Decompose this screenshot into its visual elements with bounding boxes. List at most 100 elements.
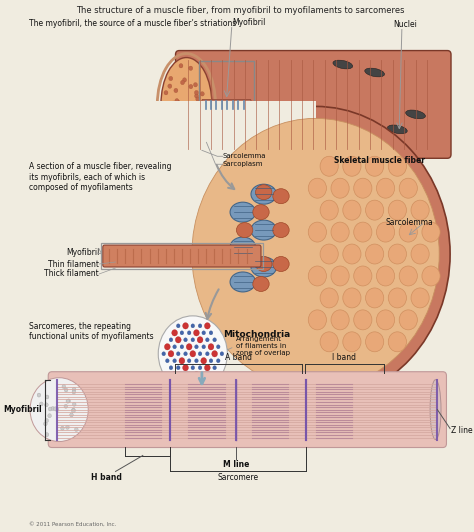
Text: M line: M line bbox=[223, 461, 250, 470]
Text: Skeletal muscle fiber: Skeletal muscle fiber bbox=[334, 156, 425, 165]
Circle shape bbox=[213, 338, 217, 342]
Circle shape bbox=[217, 359, 220, 363]
Text: Sarcolemma: Sarcolemma bbox=[386, 218, 434, 227]
Circle shape bbox=[189, 66, 193, 70]
Bar bbox=[101, 243, 263, 269]
Text: Thick filament: Thick filament bbox=[45, 270, 99, 278]
Circle shape bbox=[185, 109, 190, 113]
Circle shape bbox=[180, 122, 183, 126]
Circle shape bbox=[39, 402, 43, 406]
Circle shape bbox=[182, 120, 185, 124]
Circle shape bbox=[45, 433, 49, 437]
Circle shape bbox=[343, 244, 361, 264]
Ellipse shape bbox=[251, 184, 276, 204]
Circle shape bbox=[169, 338, 173, 342]
Circle shape bbox=[320, 200, 338, 220]
Circle shape bbox=[202, 331, 206, 335]
Circle shape bbox=[422, 222, 440, 242]
Ellipse shape bbox=[192, 119, 439, 389]
Circle shape bbox=[176, 352, 180, 356]
Circle shape bbox=[67, 399, 71, 403]
Circle shape bbox=[343, 332, 361, 352]
Circle shape bbox=[164, 90, 168, 95]
Circle shape bbox=[331, 310, 349, 330]
Circle shape bbox=[198, 365, 202, 370]
Circle shape bbox=[320, 332, 338, 352]
Circle shape bbox=[176, 137, 180, 141]
Circle shape bbox=[308, 222, 327, 242]
Ellipse shape bbox=[333, 60, 353, 69]
Circle shape bbox=[209, 359, 213, 363]
Circle shape bbox=[169, 132, 173, 136]
Circle shape bbox=[48, 407, 52, 411]
Circle shape bbox=[193, 371, 200, 378]
Text: Mitochondria: Mitochondria bbox=[223, 330, 290, 339]
Circle shape bbox=[376, 266, 395, 286]
Circle shape bbox=[176, 102, 180, 106]
Circle shape bbox=[204, 364, 210, 371]
Text: Arrangement
of filaments in
zone of overlap: Arrangement of filaments in zone of over… bbox=[236, 336, 290, 356]
Circle shape bbox=[388, 288, 407, 308]
Ellipse shape bbox=[351, 133, 371, 142]
Circle shape bbox=[199, 127, 203, 131]
Circle shape bbox=[175, 114, 179, 118]
Circle shape bbox=[399, 178, 418, 198]
Text: H band: H band bbox=[91, 473, 122, 483]
Circle shape bbox=[30, 378, 88, 442]
Circle shape bbox=[62, 385, 65, 388]
Circle shape bbox=[182, 322, 189, 329]
Circle shape bbox=[179, 63, 183, 68]
Circle shape bbox=[388, 332, 407, 352]
Circle shape bbox=[182, 78, 186, 82]
Circle shape bbox=[168, 103, 172, 107]
Circle shape bbox=[169, 76, 173, 81]
Circle shape bbox=[308, 178, 327, 198]
Circle shape bbox=[172, 330, 178, 336]
Circle shape bbox=[422, 266, 440, 286]
Text: Sarcomere: Sarcomere bbox=[218, 473, 259, 483]
Circle shape bbox=[72, 408, 75, 412]
Text: Myofibril: Myofibril bbox=[66, 247, 99, 256]
Circle shape bbox=[187, 331, 191, 335]
Circle shape bbox=[399, 222, 418, 242]
Ellipse shape bbox=[181, 106, 450, 402]
Circle shape bbox=[180, 373, 184, 377]
Circle shape bbox=[343, 288, 361, 308]
Circle shape bbox=[308, 310, 327, 330]
Circle shape bbox=[354, 178, 372, 198]
Ellipse shape bbox=[273, 189, 289, 204]
Ellipse shape bbox=[273, 256, 289, 271]
Circle shape bbox=[197, 378, 203, 385]
Text: Myofibril: Myofibril bbox=[3, 405, 42, 414]
Circle shape bbox=[173, 138, 177, 143]
Ellipse shape bbox=[237, 222, 253, 238]
Circle shape bbox=[365, 156, 384, 176]
Circle shape bbox=[176, 101, 180, 105]
Circle shape bbox=[48, 414, 51, 418]
Ellipse shape bbox=[253, 277, 269, 292]
Circle shape bbox=[191, 380, 195, 384]
Circle shape bbox=[399, 310, 418, 330]
Circle shape bbox=[164, 344, 170, 350]
Circle shape bbox=[175, 378, 181, 385]
Circle shape bbox=[169, 365, 173, 370]
Circle shape bbox=[66, 426, 69, 429]
Circle shape bbox=[181, 80, 184, 85]
Ellipse shape bbox=[255, 185, 272, 200]
Text: Sarcolemma: Sarcolemma bbox=[223, 153, 266, 159]
Circle shape bbox=[320, 156, 338, 176]
Circle shape bbox=[182, 364, 189, 371]
Ellipse shape bbox=[388, 125, 407, 134]
Text: I band: I band bbox=[332, 353, 356, 362]
Circle shape bbox=[45, 403, 48, 407]
Text: A section of a muscle fiber, revealing
its myofibrils, each of which is
composed: A section of a muscle fiber, revealing i… bbox=[29, 162, 172, 192]
Circle shape bbox=[388, 200, 407, 220]
Circle shape bbox=[165, 359, 169, 363]
Circle shape bbox=[206, 380, 209, 384]
Circle shape bbox=[168, 351, 174, 357]
Circle shape bbox=[191, 365, 195, 370]
Bar bbox=[199, 61, 254, 144]
Circle shape bbox=[331, 178, 349, 198]
Circle shape bbox=[179, 358, 185, 364]
Circle shape bbox=[376, 178, 395, 198]
